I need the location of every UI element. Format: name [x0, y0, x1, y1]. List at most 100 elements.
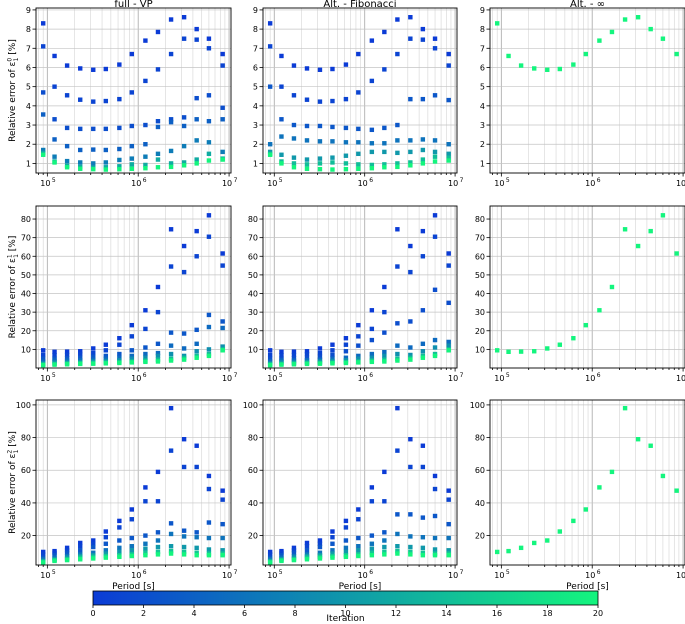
data-point — [291, 548, 297, 553]
y-tick-label: 4 — [480, 102, 485, 111]
y-tick-label: 1 — [26, 159, 31, 168]
panel-title: full - VP — [114, 0, 152, 10]
data-point — [129, 322, 135, 328]
x-tick-exponent: 7 — [460, 177, 464, 184]
plot-frame — [262, 399, 458, 566]
data-point — [168, 117, 174, 122]
colorbar-tick-label: 6 — [242, 609, 247, 618]
x-tick-exponent: 7 — [234, 569, 238, 576]
data-point — [291, 545, 297, 551]
data-point — [206, 486, 212, 492]
data-point — [168, 548, 174, 554]
data-point — [432, 154, 438, 159]
data-point — [91, 147, 96, 152]
data-point — [660, 473, 666, 479]
y-tick-label: 60 — [21, 466, 31, 475]
data-point — [143, 166, 148, 171]
data-point — [181, 15, 187, 20]
data-point — [103, 548, 109, 553]
data-point — [206, 347, 212, 352]
x-tick-label: 10 — [131, 571, 141, 580]
grid — [490, 8, 685, 173]
data-point — [369, 355, 375, 360]
data-point — [267, 552, 273, 557]
data-point — [330, 352, 335, 358]
data-point — [194, 138, 199, 143]
data-point — [432, 547, 438, 552]
data-point — [103, 529, 109, 534]
data-point — [91, 67, 96, 72]
y-tick-label: 9 — [26, 6, 31, 15]
y-tick-label: 5 — [26, 83, 31, 92]
data-point — [78, 540, 83, 546]
data-point — [206, 213, 212, 218]
data-point — [91, 556, 96, 561]
data-point — [143, 533, 148, 538]
data-point — [291, 165, 297, 170]
y-tick-label: 4 — [253, 102, 258, 111]
data-point — [420, 228, 426, 234]
x-tick-label: 10 — [676, 179, 685, 188]
data-point — [408, 319, 413, 324]
data-point — [78, 361, 83, 367]
data-point — [40, 348, 46, 353]
data-point — [91, 346, 96, 351]
data-point — [317, 99, 323, 104]
data-point — [356, 162, 361, 167]
data-point — [304, 349, 310, 354]
x-tick-exponent: 5 — [506, 372, 510, 379]
y-tick-label: 50 — [248, 271, 258, 280]
data-point — [206, 36, 212, 41]
data-point — [432, 149, 438, 155]
data-point — [343, 549, 349, 555]
data-point — [446, 343, 451, 348]
data-point — [330, 342, 335, 347]
data-point — [432, 138, 438, 143]
data-point — [220, 105, 225, 110]
data-point — [206, 520, 212, 525]
data-point — [168, 521, 174, 526]
data-point — [660, 36, 666, 41]
data-point — [143, 546, 148, 551]
data-point — [317, 67, 323, 72]
data-point — [420, 37, 426, 42]
colorbar-tick-label: 0 — [90, 609, 95, 618]
data-point — [648, 26, 653, 32]
data-point — [446, 488, 451, 493]
data-point — [103, 356, 109, 361]
data-point — [330, 160, 335, 165]
data-point — [356, 544, 361, 549]
data-point — [506, 53, 511, 59]
y-tick-label: 2 — [480, 140, 485, 149]
data-point — [291, 557, 297, 563]
data-point — [343, 96, 349, 102]
data-point — [674, 488, 679, 493]
data-points — [494, 15, 679, 72]
data-point — [674, 251, 679, 256]
data-points — [494, 405, 679, 555]
data-point — [103, 160, 109, 165]
data-point — [103, 167, 109, 172]
data-point — [40, 552, 46, 557]
data-point — [279, 362, 284, 367]
data-point — [382, 353, 387, 359]
data-point — [206, 151, 212, 157]
data-point — [40, 44, 46, 49]
data-point — [597, 38, 602, 43]
data-point — [446, 251, 451, 256]
data-point — [395, 122, 400, 128]
data-point — [78, 544, 83, 549]
data-point — [267, 152, 273, 157]
data-point — [343, 342, 349, 347]
data-point — [129, 166, 135, 171]
x-axis-label: Period [s] — [339, 582, 382, 592]
data-point — [343, 336, 349, 341]
data-point — [267, 142, 273, 147]
data-point — [103, 342, 109, 347]
data-point — [343, 545, 349, 551]
data-point — [432, 36, 438, 41]
data-point — [129, 162, 135, 167]
data-point — [317, 550, 323, 555]
